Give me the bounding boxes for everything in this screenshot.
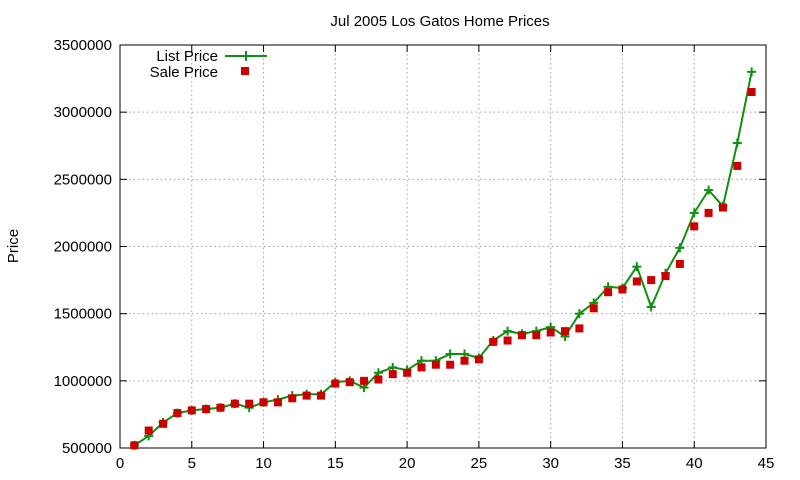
list-price-point	[747, 67, 757, 77]
y-tick-label: 2000000	[54, 239, 112, 256]
y-axis-label: Price	[5, 229, 22, 263]
sale-price-point	[216, 403, 225, 412]
sale-price-series	[130, 88, 756, 450]
list-price-point	[704, 185, 714, 195]
sale-price-point	[431, 360, 440, 369]
sale-price-point	[733, 161, 742, 170]
sale-price-point	[202, 405, 211, 414]
x-tick-label: 40	[686, 455, 703, 472]
sale-price-point	[647, 276, 656, 285]
plot-frame	[119, 44, 767, 449]
sale-price-point	[187, 406, 196, 415]
axis-ticks: 500000 1000000 1500000 2000000 2500000 300000…	[54, 37, 775, 472]
list-price-point	[445, 349, 455, 359]
sale-price-point	[360, 376, 369, 385]
x-tick-label: 15	[327, 455, 344, 472]
sale-price-point	[604, 288, 613, 297]
chart-title: Jul 2005 Los Gatos Home Prices	[330, 13, 549, 30]
sale-price-point	[474, 355, 483, 364]
list-price-point	[574, 309, 584, 319]
y-tick-label: 1000000	[54, 373, 112, 390]
sale-price-point	[273, 398, 282, 407]
x-tick-label: 30	[542, 455, 559, 472]
sale-price-point	[575, 324, 584, 333]
sale-price-point	[661, 272, 670, 281]
x-tick-label: 5	[188, 455, 196, 472]
x-tick-label: 20	[399, 455, 416, 472]
legend-label-sale-price: Sale Price	[150, 64, 218, 81]
sale-price-point	[345, 378, 354, 387]
list-price-point	[675, 243, 685, 253]
x-tick-label: 25	[471, 455, 488, 472]
sale-price-point	[503, 336, 512, 345]
sale-price-point	[718, 203, 727, 212]
sale-price-point	[489, 337, 498, 346]
legend-marker-list-price	[241, 51, 251, 61]
sale-price-point	[704, 208, 713, 217]
sale-price-point	[388, 370, 397, 379]
sale-price-point	[316, 391, 325, 400]
sale-price-point	[460, 356, 469, 365]
sale-price-point	[144, 426, 153, 435]
sale-price-point	[130, 441, 139, 450]
sale-price-point	[675, 259, 684, 268]
sale-price-point	[417, 363, 426, 372]
y-tick-label: 1500000	[54, 306, 112, 323]
sale-price-point	[374, 375, 383, 384]
sale-price-point	[517, 331, 526, 340]
sale-price-point	[561, 327, 570, 336]
list-price-point	[732, 138, 742, 148]
sale-price-point	[288, 394, 297, 403]
list-price-point	[503, 326, 513, 336]
sale-price-point	[632, 277, 641, 286]
legend-label-list-price: List Price	[156, 48, 218, 65]
list-price-point	[632, 262, 642, 272]
sale-price-point	[245, 399, 254, 408]
sale-price-point	[159, 419, 168, 428]
sale-price-point	[302, 391, 311, 400]
x-tick-label: 45	[758, 455, 775, 472]
y-tick-label: 500000	[62, 440, 112, 457]
sale-price-point	[532, 331, 541, 340]
x-tick-label: 0	[116, 455, 124, 472]
legend: List Price Sale Price	[150, 48, 267, 81]
sale-price-point	[618, 285, 627, 294]
legend-marker-sale-price	[241, 67, 249, 75]
sale-price-point	[446, 360, 455, 369]
x-tick-label: 10	[255, 455, 272, 472]
sale-price-point	[230, 399, 239, 408]
y-tick-label: 3000000	[54, 104, 112, 121]
list-price-point	[689, 208, 699, 218]
y-tick-label: 3500000	[54, 37, 112, 54]
sale-price-point	[690, 222, 699, 231]
sale-price-point	[331, 379, 340, 388]
list-price-point	[646, 302, 656, 312]
sale-price-point	[259, 398, 268, 407]
sale-price-point	[589, 304, 598, 313]
sale-price-point	[546, 328, 555, 337]
sale-price-point	[403, 368, 412, 377]
sale-price-point	[747, 88, 756, 97]
x-tick-label: 35	[614, 455, 631, 472]
y-tick-label: 2500000	[54, 171, 112, 188]
sale-price-point	[173, 409, 182, 418]
